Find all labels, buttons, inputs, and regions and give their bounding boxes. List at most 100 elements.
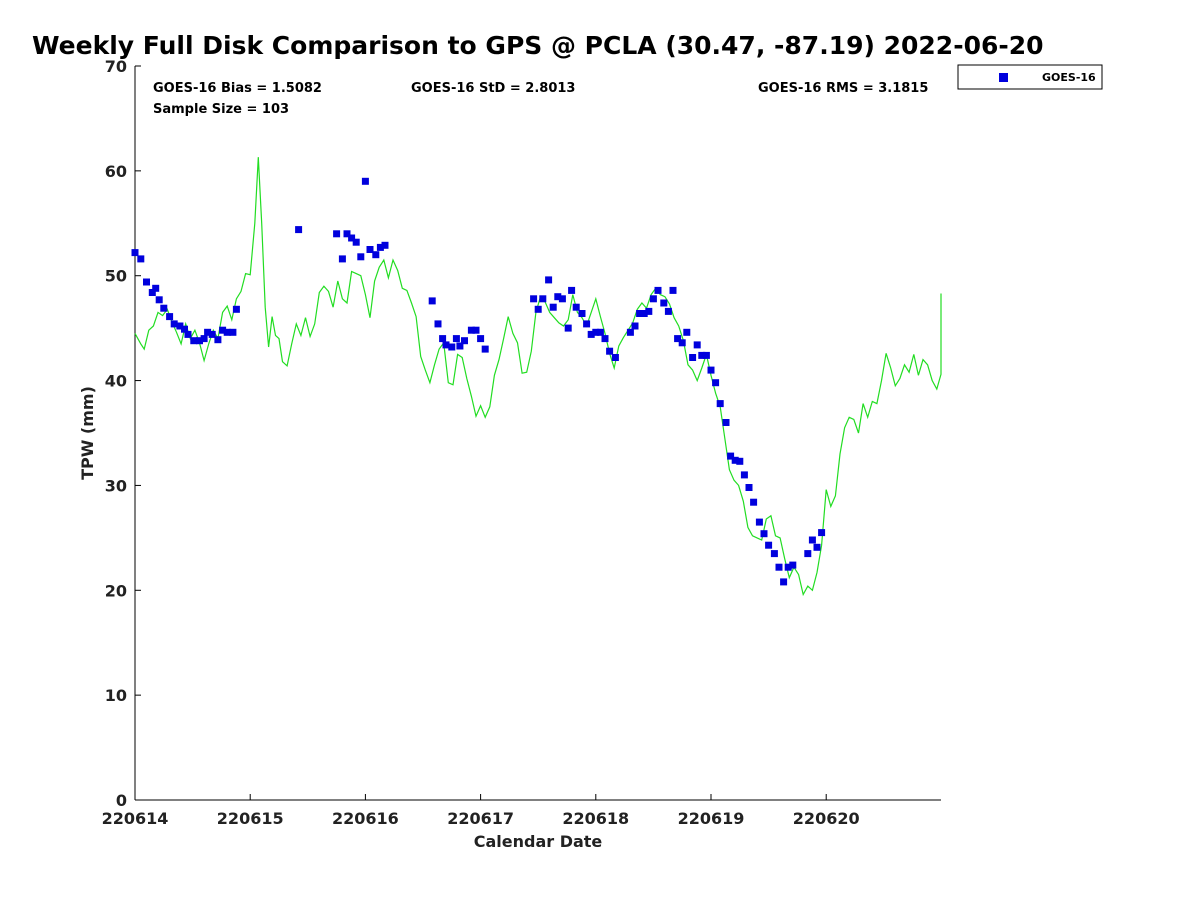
- chart-title: Weekly Full Disk Comparison to GPS @ PCL…: [32, 31, 1044, 60]
- goes-point: [736, 457, 744, 465]
- goes-point: [442, 341, 450, 349]
- goes-point: [780, 578, 788, 586]
- goes-point: [626, 328, 634, 336]
- y-tick-label: 50: [105, 267, 127, 286]
- x-tick-label: 220617: [447, 809, 514, 828]
- goes-point: [534, 305, 542, 313]
- bias-stat: GOES-16 Bias = 1.5082: [153, 81, 322, 96]
- goes-point: [727, 452, 735, 460]
- goes-point: [554, 293, 562, 301]
- goes-point: [693, 341, 701, 349]
- y-tick-label: 70: [105, 57, 127, 76]
- goes-point: [352, 238, 360, 246]
- y-tick-label: 60: [105, 162, 127, 181]
- goes-point: [166, 313, 174, 321]
- goes-point: [654, 286, 662, 294]
- goes-point: [545, 276, 553, 284]
- goes-point: [381, 241, 389, 249]
- goes-point: [439, 335, 447, 343]
- goes-point: [181, 325, 188, 333]
- goes-point: [214, 336, 222, 344]
- y-tick-label: 20: [105, 581, 127, 600]
- goes-point: [660, 299, 668, 307]
- goes-point: [155, 296, 163, 304]
- x-ticks: 220614 220615 220616 220617 220618 220619 2206…: [102, 794, 860, 828]
- y-tick-label: 40: [105, 372, 127, 391]
- goes-point: [170, 320, 178, 328]
- x-tick-label: 220614: [102, 809, 169, 828]
- goes-point: [760, 530, 768, 538]
- goes-point: [137, 255, 145, 263]
- x-tick-label: 220620: [793, 809, 860, 828]
- goes-point: [564, 324, 572, 332]
- x-tick-label: 220618: [562, 809, 629, 828]
- goes-point: [208, 330, 216, 338]
- goes-point: [578, 310, 586, 317]
- goes-point: [549, 303, 557, 311]
- goes-point: [683, 328, 691, 336]
- goes-point: [645, 307, 653, 315]
- goes-point: [631, 322, 639, 330]
- goes-point: [232, 305, 240, 313]
- goes-point: [750, 498, 758, 506]
- goes-point: [572, 303, 580, 311]
- goes-point: [229, 328, 237, 336]
- goes-point: [702, 351, 710, 359]
- goes-point: [143, 278, 150, 286]
- y-tick-label: 0: [116, 791, 127, 810]
- gps-series: [134, 157, 942, 597]
- goes-point: [568, 286, 576, 294]
- goes-point: [539, 295, 547, 303]
- goes-point: [640, 310, 648, 317]
- goes-point: [601, 335, 609, 343]
- rms-stat: GOES-16 RMS = 3.1815: [758, 81, 928, 96]
- goes-point: [190, 337, 198, 345]
- goes-point: [343, 230, 351, 238]
- goes-point: [481, 345, 489, 353]
- goes-point: [196, 337, 203, 345]
- goes-point: [587, 330, 595, 338]
- legend-marker: [999, 73, 1008, 82]
- gps-line: [134, 157, 942, 597]
- goes-point: [223, 328, 231, 336]
- goes-point: [348, 234, 356, 242]
- goes-point: [596, 328, 604, 336]
- y-tick-label: 30: [105, 476, 127, 495]
- goes-point: [467, 326, 475, 334]
- goes-point: [372, 251, 380, 259]
- goes-point: [338, 255, 346, 263]
- goes-point: [664, 307, 672, 315]
- goes-point: [434, 320, 442, 328]
- goes-point: [456, 342, 464, 350]
- goes-point: [592, 328, 600, 336]
- plot-area: [134, 66, 941, 801]
- goes-point: [452, 335, 460, 343]
- goes-point: [357, 253, 365, 261]
- goes-point: [160, 304, 168, 312]
- goes-point: [295, 226, 303, 234]
- goes-point: [818, 529, 826, 537]
- y-ticks: 0 10 20 30 40 50 60 70: [105, 57, 141, 810]
- goes-point: [204, 328, 212, 336]
- y-axis-label: TPW (mm): [78, 386, 97, 480]
- goes-point: [366, 246, 374, 253]
- goes-point: [712, 379, 720, 387]
- y-tick-label: 10: [105, 686, 127, 705]
- goes-point: [689, 354, 697, 361]
- goes-point: [361, 177, 369, 185]
- goes-point: [333, 230, 341, 238]
- goes-point: [678, 339, 686, 347]
- goes-point: [755, 518, 763, 526]
- goes-point: [716, 400, 724, 408]
- goes-point: [813, 543, 821, 551]
- x-tick-label: 220615: [217, 809, 284, 828]
- goes-point: [784, 563, 792, 571]
- goes-point: [808, 536, 816, 544]
- goes-point: [448, 343, 456, 351]
- legend-box: [957, 64, 1103, 90]
- goes-point: [669, 286, 677, 294]
- goes-point: [152, 284, 160, 292]
- std-stat: GOES-16 StD = 2.8013: [411, 81, 575, 96]
- goes-point: [611, 354, 619, 361]
